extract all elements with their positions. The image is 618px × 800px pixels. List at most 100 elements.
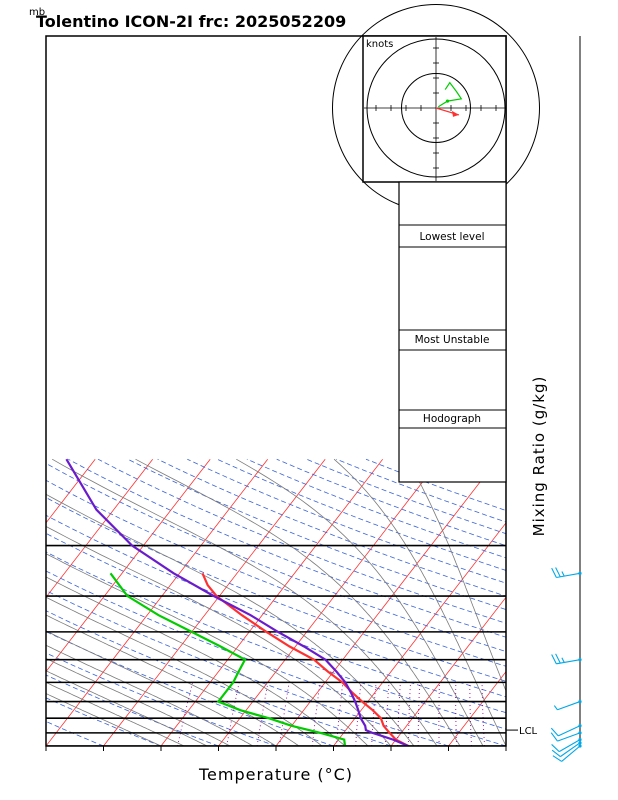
dry-adiabat-line [46,479,506,667]
wind-barb-base [578,571,582,575]
wind-barb-half-flag [561,571,565,577]
isotherm-line [0,459,38,746]
moist-adiabat-line [46,644,254,746]
dry-adiabat-line [46,610,392,746]
isotherm-line [46,458,154,598]
mixing-ratio-line [438,682,440,746]
parcel-profile-line [65,458,409,746]
wind-barb-base [578,699,582,704]
hodograph-ring [366,38,506,178]
isotherm-line [333,522,506,746]
wind-barb-flag [550,727,559,737]
dry-adiabat-line [127,458,506,610]
dry-adiabat-line [46,652,277,746]
dry-adiabat-line [276,458,506,547]
moist-adiabat-line [46,630,277,746]
mixing-ratio-line [311,682,321,746]
mixing-ratio-line [397,682,401,746]
wind-barb-base [578,731,582,735]
wind-barb-flag [551,744,560,753]
dry-adiabat-line [46,631,334,746]
indices-panel: Lowest level Most Unstable Hodograph [398,181,507,483]
dry-adiabat-line [46,514,506,698]
isotherm-line [103,458,326,746]
mixing-ratio-line [407,682,412,746]
moist-adiabat-line [135,458,461,746]
moist-adiabat-line [52,458,438,746]
moist-adiabat-line [46,658,231,746]
lcl-marker: LCL [506,726,538,737]
dewpoint-profile-line [109,572,347,746]
hodograph-index-title: Hodograph [423,413,481,425]
hodograph-trace [437,81,463,108]
wind-barb [551,567,582,579]
moist-adiabat-line [236,458,484,746]
mixing-ratio-line [481,682,486,746]
dry-adiabat-line [157,458,506,597]
dry-adiabat-line [187,458,506,584]
most-unstable-title: Most Unstable [415,334,490,346]
mixing-ratio-line [371,682,377,746]
hodograph-point [445,99,450,103]
mixing-ratio-line [417,682,421,746]
wind-barb-shaft [558,739,581,753]
wind-barb-half-flag [553,705,558,711]
wind-barb-flag [551,567,557,578]
dry-adiabat-line [46,551,506,730]
moist-adiabat-line [333,458,506,746]
moist-adiabat-line [46,682,185,746]
wind-barb [551,741,582,758]
moist-adiabat-line [46,525,392,746]
dry-adiabats [46,458,506,746]
wind-barb-shaft [557,732,581,742]
wind-barb-half-flag [561,657,565,663]
mixing-ratio-line [469,682,472,746]
wind-barb-flag [552,755,562,762]
hodograph: knots [332,4,540,212]
wind-barb-shaft [561,745,581,762]
moist-adiabat-line [406,458,506,692]
wind-barb [551,653,582,665]
wind-barb [550,724,582,737]
isobars [46,544,506,746]
wind-barb-base [578,738,582,742]
dry-adiabat-line [46,462,506,652]
dry-adiabat-line [246,458,506,559]
lowest-level-title: Lowest level [419,231,484,243]
wind-barb-flag [551,654,557,665]
dry-adiabat-line [68,458,506,638]
moist-adiabat-line [46,493,415,746]
indices-frame [398,181,507,483]
moist-adiabat-line [46,576,346,746]
wind-barb-flag [550,732,558,742]
isotherm-line [390,596,506,746]
hodograph-frame [362,35,507,183]
moist-adiabat-line [46,693,162,746]
hodograph-ring [401,73,471,143]
wind-barb-shaft [557,701,581,711]
dry-adiabat-line [306,458,506,535]
mixing-ratio-line [256,682,269,746]
wind-barb-shaft [560,742,581,758]
isotherm-line [46,458,96,524]
wind-barb [551,738,582,753]
moist-adiabat-line [46,670,208,746]
wind-barb-base [578,658,582,662]
moist-adiabat-line [46,553,369,746]
dry-adiabat-line [46,532,506,714]
wind-barb-flag [555,567,561,578]
dry-adiabat-line [46,590,449,746]
isotherm-line [160,458,384,746]
x-axis-title: Temperature (°C) [198,765,353,784]
wind-barb-base [578,741,582,745]
wind-barb-flag [551,749,561,758]
isotherm-line [275,458,499,746]
wind-barb-base [578,724,582,728]
isotherms [0,458,506,746]
sounding-profiles [65,458,409,746]
hodograph-units: knots [366,39,393,50]
wind-barb [553,699,582,711]
isotherm-line [218,458,441,746]
mixing-ratio-line [455,682,458,746]
